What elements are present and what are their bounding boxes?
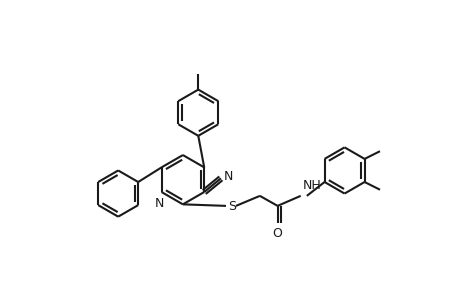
Text: S: S xyxy=(228,200,236,213)
Text: O: O xyxy=(271,227,281,240)
Text: N: N xyxy=(154,197,163,210)
Text: NH: NH xyxy=(302,179,321,192)
Text: N: N xyxy=(223,170,233,183)
